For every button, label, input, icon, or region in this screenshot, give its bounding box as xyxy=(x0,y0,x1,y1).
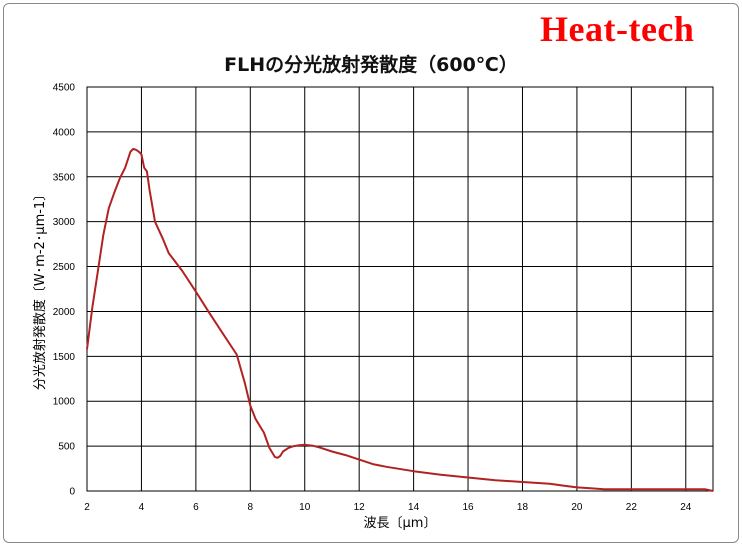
y-tick-labels: 0 500 1000 1500 2000 2500 3000 3500 4000 4500 xyxy=(53,83,76,498)
x-tick-label: 6 xyxy=(193,502,199,513)
x-tick-label: 16 xyxy=(462,502,474,513)
x-tick-label: 10 xyxy=(299,502,311,513)
x-tick-label: 12 xyxy=(354,502,366,513)
series-line xyxy=(86,147,714,492)
x-tick-label: 4 xyxy=(139,502,145,513)
y-tick-label: 3500 xyxy=(53,172,76,183)
x-tick-labels: 2 4 6 8 10 12 14 16 18 20 22 24 xyxy=(84,502,692,513)
x-tick-label: 22 xyxy=(626,502,638,513)
y-tick-label: 2500 xyxy=(53,262,76,273)
chart-title: FLHの分光放射発散度（600℃） xyxy=(224,54,518,76)
y-tick-label: 3000 xyxy=(53,217,76,228)
x-tick-label: 24 xyxy=(680,502,692,513)
plot-area xyxy=(86,86,714,492)
series-group xyxy=(86,147,714,492)
brand-logo: Heat-tech xyxy=(540,9,695,49)
y-tick-label: 500 xyxy=(58,442,75,453)
x-tick-label: 2 xyxy=(84,502,90,513)
y-tick-label: 4500 xyxy=(53,83,76,94)
y-tick-label: 0 xyxy=(69,487,75,498)
grid-lines xyxy=(87,87,713,491)
y-tick-label: 2000 xyxy=(53,307,76,318)
y-tick-label: 4000 xyxy=(53,127,76,138)
x-axis-label: 波長〔μm〕 xyxy=(364,516,437,531)
y-tick-label: 1000 xyxy=(53,397,76,408)
x-tick-label: 8 xyxy=(248,502,254,513)
x-tick-label: 18 xyxy=(517,502,529,513)
x-tick-label: 14 xyxy=(408,502,420,513)
y-tick-label: 1500 xyxy=(53,352,76,363)
y-axis-label: 分光放射発散度〔W･m-2･μm-1〕 xyxy=(32,188,48,390)
x-tick-label: 20 xyxy=(571,502,583,513)
